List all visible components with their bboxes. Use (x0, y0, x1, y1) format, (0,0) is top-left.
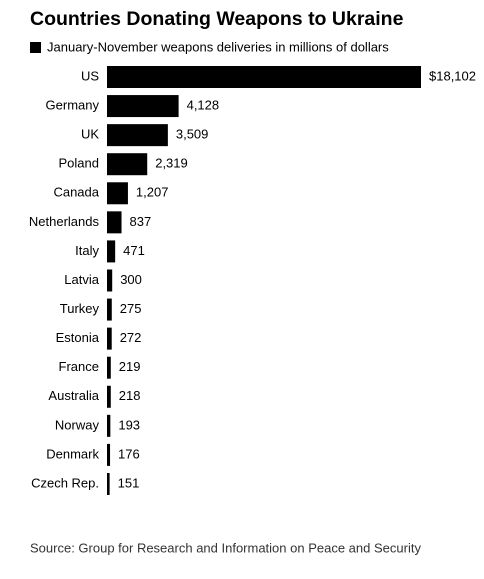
value-label: 837 (130, 214, 152, 229)
legend-label: January-November weapons deliveries in m… (47, 39, 389, 54)
value-label: 3,509 (176, 127, 209, 142)
value-label: 275 (120, 301, 142, 316)
category-label: Czech Rep. (31, 475, 99, 490)
bar (107, 124, 168, 147)
value-label: $18,102 (429, 68, 476, 83)
category-label: US (81, 68, 99, 83)
bar (107, 66, 421, 88)
value-label: 272 (120, 330, 142, 345)
value-label: 2,319 (155, 156, 188, 171)
bar (107, 95, 179, 118)
chart-title: Countries Donating Weapons to Ukraine (30, 8, 404, 30)
value-label: 1,207 (136, 185, 169, 200)
value-label: 151 (118, 475, 140, 490)
category-label: Canada (53, 185, 99, 200)
bar (107, 240, 116, 263)
category-label: Netherlands (29, 214, 100, 229)
value-label: 218 (119, 388, 141, 403)
category-label: Germany (46, 98, 100, 113)
bar (107, 153, 148, 176)
category-label: Poland (59, 156, 99, 171)
category-label: UK (81, 127, 99, 142)
category-label: Australia (48, 388, 99, 403)
bar (107, 182, 128, 205)
category-label: France (59, 359, 99, 374)
bar (107, 414, 111, 437)
bar (107, 443, 111, 466)
source-note: Source: Group for Research and Informati… (30, 540, 421, 555)
category-label: Latvia (64, 272, 99, 287)
category-label: Estonia (56, 330, 100, 345)
bar (107, 327, 112, 350)
value-label: 300 (120, 272, 142, 287)
bar (107, 385, 111, 408)
bar (107, 356, 111, 379)
bar (107, 269, 113, 292)
value-label: 219 (119, 359, 141, 374)
value-label: 176 (118, 446, 140, 461)
value-label: 193 (118, 417, 140, 432)
legend-swatch (30, 42, 41, 53)
bar (107, 211, 122, 234)
category-label: Denmark (46, 446, 99, 461)
bar (107, 298, 112, 321)
category-label: Norway (55, 417, 100, 432)
category-label: Turkey (60, 301, 100, 316)
category-label: Italy (75, 243, 99, 258)
value-label: 471 (123, 243, 145, 258)
bar (107, 472, 110, 495)
value-label: 4,128 (187, 98, 220, 113)
